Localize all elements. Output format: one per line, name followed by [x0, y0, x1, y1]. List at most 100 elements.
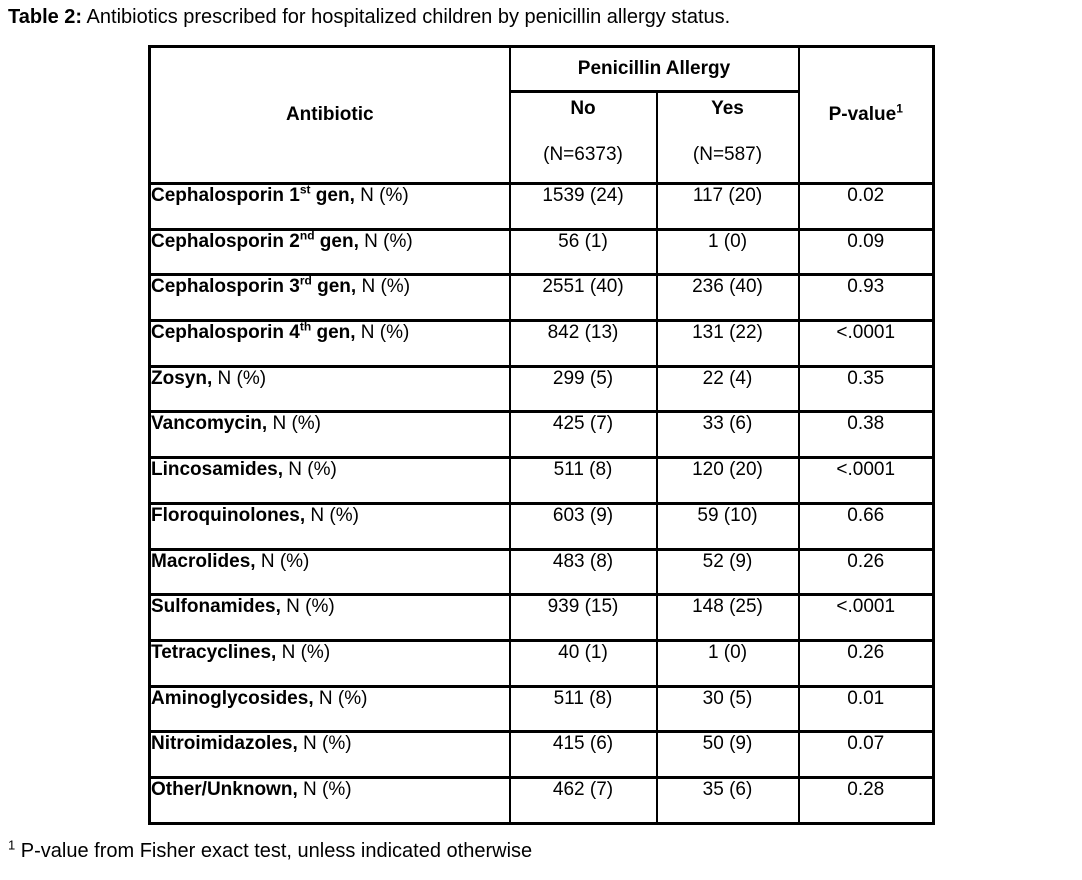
antibiotic-name: Macrolides, — [151, 550, 256, 572]
yes-count-cell: 117 (20) — [655, 182, 800, 231]
p-value-label: P-value — [828, 104, 897, 125]
header-row-subgroups: No (N=6373) Yes (N=587) — [150, 90, 934, 185]
antibiotic-cell: Macrolides, N (%) — [148, 547, 511, 597]
antibiotic-name: Cephalosporin 1 — [151, 185, 300, 206]
yes-allergy-label: Yes — [711, 98, 744, 119]
antibiotic-name: Cephalosporin 3 — [151, 276, 300, 298]
yes-count-cell: 1 (0) — [655, 227, 800, 277]
antibiotic-name: Sulfonamides, — [151, 596, 281, 618]
no-count-cell: 842 (13) — [508, 319, 658, 368]
antibiotic-name: Cephalosporin 2 — [151, 230, 300, 252]
p-value-column-header: P-value1 — [797, 45, 935, 185]
yes-count-cell: 236 (40) — [655, 273, 800, 323]
p-value-cell: 0.66 — [797, 501, 935, 551]
table-row: Lincosamides, N (%) 511 (8) 120 (20) <.0… — [148, 456, 935, 505]
no-count-cell: 56 (1) — [508, 227, 658, 277]
label-suffix: N (%) — [354, 185, 409, 206]
p-value-cell: 0.26 — [797, 638, 935, 688]
footnote-marker: 1 — [8, 837, 16, 853]
table-row: Cephalosporin 1st gen, N (%) 1539 (24) 1… — [148, 182, 935, 231]
antibiotic-cell: Cephalosporin 3rd gen, N (%) — [148, 273, 511, 323]
table-row: Zosyn, N (%) 299 (5) 22 (4) 0.35 — [148, 364, 935, 414]
table-row: Cephalosporin 3rd gen, N (%) 2551 (40) 2… — [148, 273, 935, 323]
antibiotic-name: Aminoglycosides, — [151, 687, 314, 709]
label-suffix: N (%) — [358, 230, 413, 252]
no-allergy-column-header: No (N=6373) — [508, 90, 658, 185]
antibiotic-name: Other/Unknown, — [151, 778, 298, 800]
label-suffix: N (%) — [280, 596, 335, 618]
antibiotic-cell: Cephalosporin 1st gen, N (%) — [148, 182, 511, 231]
antibiotic-name-cont: gen, — [311, 276, 357, 298]
antibiotic-column-header: Antibiotic — [148, 45, 511, 185]
p-value-cell: 0.35 — [797, 364, 935, 414]
table-caption: Table 2: Antibiotics prescribed for hosp… — [8, 4, 730, 30]
yes-count-cell: 1 (0) — [655, 638, 800, 688]
antibiotic-cell: Aminoglycosides, N (%) — [148, 684, 511, 734]
yes-count-cell: 148 (25) — [655, 593, 800, 642]
p-value-cell: 0.01 — [797, 684, 935, 734]
footnote-text: P-value from Fisher exact test, unless i… — [15, 840, 533, 862]
label-suffix: N (%) — [255, 550, 310, 572]
no-count-cell: 415 (6) — [508, 730, 658, 779]
yes-count-cell: 30 (5) — [655, 684, 800, 734]
antibiotic-name-cont: gen, — [311, 322, 356, 344]
antibiotic-name: Tetracyclines, — [151, 641, 277, 663]
antibiotic-name: Vancomycin, — [151, 413, 268, 435]
yes-count-cell: 59 (10) — [655, 501, 800, 551]
p-value-cell: <.0001 — [797, 456, 935, 505]
p-value-cell: 0.09 — [797, 227, 935, 277]
label-suffix: N (%) — [305, 504, 359, 526]
antibiotic-name: Cephalosporin 4 — [151, 322, 300, 344]
antibiotic-cell: Sulfonamides, N (%) — [148, 593, 511, 642]
table-footnote: 1 P-value from Fisher exact test, unless… — [8, 837, 533, 863]
yes-count-cell: 50 (9) — [655, 730, 800, 779]
no-count-cell: 2551 (40) — [508, 273, 658, 323]
yes-allergy-n: (N=587) — [692, 144, 763, 165]
ordinal-suffix: th — [299, 320, 312, 334]
label-suffix: N (%) — [355, 322, 410, 344]
no-count-cell: 939 (15) — [508, 593, 658, 642]
antibiotic-cell: Vancomycin, N (%) — [148, 410, 511, 460]
p-value-cell: 0.38 — [797, 410, 935, 460]
table-row: Sulfonamides, N (%) 939 (15) 148 (25) <.… — [148, 593, 935, 642]
antibiotics-table: Antibiotic Penicillin Allergy P-value1 N… — [148, 45, 935, 825]
antibiotic-name-cont: gen, — [310, 185, 355, 206]
table-row: Macrolides, N (%) 483 (8) 52 (9) 0.26 — [148, 547, 935, 597]
table-row: Vancomycin, N (%) 425 (7) 33 (6) 0.38 — [148, 410, 935, 460]
penicillin-allergy-group-header: Penicillin Allergy — [508, 45, 800, 93]
table-row: Cephalosporin 2nd gen, N (%) 56 (1) 1 (0… — [148, 227, 935, 277]
antibiotic-name: Nitroimidazoles, — [151, 733, 298, 755]
yes-count-cell: 52 (9) — [655, 547, 800, 597]
antibiotic-cell: Tetracyclines, N (%) — [148, 638, 511, 688]
label-suffix: N (%) — [297, 733, 352, 755]
ordinal-suffix: nd — [299, 229, 315, 243]
p-value-cell: 0.26 — [797, 547, 935, 597]
table-row: Floroquinolones, N (%) 603 (9) 59 (10) 0… — [148, 501, 935, 551]
table-row: Tetracyclines, N (%) 40 (1) 1 (0) 0.26 — [148, 638, 935, 688]
no-count-cell: 511 (8) — [508, 456, 658, 505]
no-allergy-label: No — [570, 98, 596, 119]
p-value-cell: <.0001 — [797, 593, 935, 642]
header-row-group: Antibiotic Penicillin Allergy P-value1 — [148, 45, 935, 185]
label-suffix: N (%) — [276, 641, 331, 663]
no-count-cell: 511 (8) — [508, 684, 658, 734]
yes-count-cell: 120 (20) — [655, 456, 800, 505]
antibiotic-cell: Zosyn, N (%) — [148, 364, 511, 414]
no-count-cell: 462 (7) — [508, 775, 658, 825]
table-caption-label: Table 2: — [8, 6, 83, 28]
antibiotic-name-cont: gen, — [314, 230, 359, 252]
yes-count-cell: 35 (6) — [655, 775, 800, 825]
table-body: Cephalosporin 1st gen, N (%) 1539 (24) 1… — [148, 182, 935, 825]
antibiotic-cell: Nitroimidazoles, N (%) — [148, 730, 511, 779]
p-value-cell: 0.93 — [797, 273, 935, 323]
yes-count-cell: 33 (6) — [655, 410, 800, 460]
antibiotic-cell: Other/Unknown, N (%) — [148, 775, 511, 825]
no-count-cell: 483 (8) — [508, 547, 658, 597]
table-row: Aminoglycosides, N (%) 511 (8) 30 (5) 0.… — [148, 684, 935, 734]
table-header: Antibiotic Penicillin Allergy P-value1 N… — [148, 45, 935, 185]
p-value-cell: 0.02 — [797, 182, 935, 231]
label-suffix: N (%) — [297, 778, 352, 800]
p-value-cell: 0.07 — [797, 730, 935, 779]
no-count-cell: 603 (9) — [508, 501, 658, 551]
